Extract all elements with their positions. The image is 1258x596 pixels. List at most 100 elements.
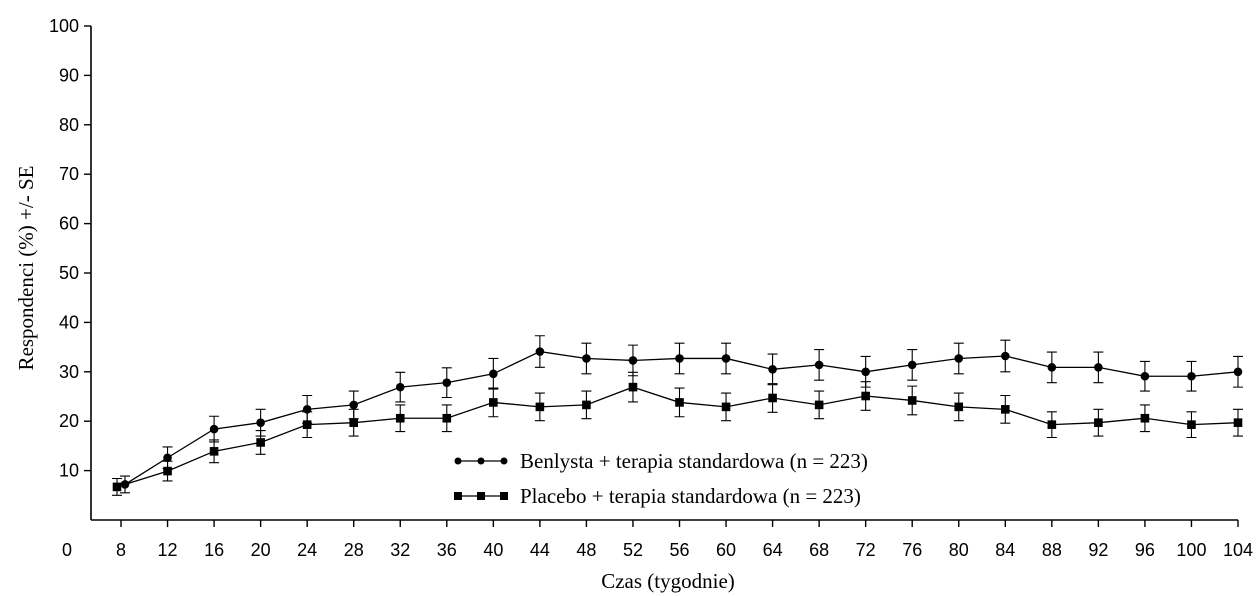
legend-marker [477,457,485,465]
x-tick-label: 80 [949,540,969,560]
data-point [302,420,312,429]
data-point [628,382,638,392]
data-point [1187,371,1196,381]
x-tick-label: 104 [1223,540,1253,560]
x-tick-label: 52 [623,540,643,560]
legend-entry: Benlysta + terapia standardowa (n = 223) [454,449,868,473]
data-point [814,360,824,370]
data-point [112,482,122,492]
y-tick-label: 100 [49,16,79,36]
data-point [163,466,172,476]
x-tick-label: 28 [344,540,364,560]
legend-marker [477,492,485,500]
legend: Benlysta + terapia standardowa (n = 223)… [454,449,868,508]
data-point [442,413,452,423]
data-point [256,438,265,447]
data-point [256,418,265,427]
x-tick-label: 44 [530,540,550,560]
x-tick-label: 36 [437,540,457,560]
data-point [535,347,545,356]
data-point [954,402,964,412]
data-point [954,354,964,363]
y-tick-label: 20 [59,411,79,431]
x-tick-label: 100 [1176,540,1206,560]
legend-entry: Placebo + terapia standardowa (n = 223) [454,484,861,508]
data-point [1047,363,1057,372]
y-tick-label: 50 [59,263,79,283]
legend-marker [500,492,508,500]
y-tick-label: 40 [59,312,79,332]
x-tick-label: 68 [809,540,829,560]
data-point [768,365,777,374]
data-point [861,367,870,377]
x-axis-ticks: 0 8 12 16 20 24 28 32 36 40 44 48 52 56 60 64 68 72 76 80 84… [62,520,1253,560]
y-tick-label: 10 [59,461,79,481]
x-tick-label: 64 [763,540,783,560]
data-point [721,402,731,412]
legend-marker [500,457,508,465]
data-point [814,400,824,410]
x-tick-label: 92 [1088,540,1108,560]
x-tick-label: 0 [62,540,72,560]
x-tick-label: 84 [995,540,1015,560]
data-point [209,424,219,434]
y-tick-label: 70 [59,164,79,184]
x-tick-label: 12 [158,540,178,560]
x-tick-label: 20 [251,540,271,560]
legend-label: Placebo + terapia standardowa (n = 223) [520,484,861,508]
y-axis-title: Respondenci (%) +/- SE [14,166,38,371]
data-point [535,402,545,412]
x-tick-label: 40 [483,540,503,560]
data-point [1047,420,1057,429]
y-tick-label: 60 [59,214,79,234]
data-point [442,378,452,387]
x-axis-title: Czas (tygodnie) [601,569,735,593]
data-point [1140,371,1150,381]
x-tick-label: 88 [1042,540,1062,560]
data-point [395,413,405,423]
data-point [675,398,684,407]
y-tick-label: 90 [59,65,79,85]
data-point [1187,420,1196,429]
data-point [907,360,917,370]
plot-area [112,335,1243,496]
x-tick-label: 56 [669,540,689,560]
data-point [907,396,917,405]
x-tick-label: 24 [297,540,317,560]
data-point [349,400,359,410]
data-point [721,354,731,363]
data-point [861,391,870,401]
x-tick-label: 8 [116,540,126,560]
legend-label: Benlysta + terapia standardowa (n = 223) [520,449,868,473]
data-point [163,453,172,463]
x-tick-label: 32 [390,540,410,560]
x-tick-label: 16 [204,540,224,560]
data-point [675,354,684,363]
data-point [1233,367,1243,377]
x-tick-label: 96 [1135,540,1155,560]
y-axis-ticks: 10 20 30 40 50 60 70 80 90 100 [49,16,91,481]
x-tick-label: 76 [902,540,922,560]
y-tick-label: 80 [59,115,79,135]
series-2 [112,371,1243,496]
x-tick-label: 72 [856,540,876,560]
data-point [489,398,498,407]
legend-marker [454,457,462,465]
data-point [1000,405,1010,414]
data-point [582,400,591,410]
series-1 [120,335,1243,494]
data-point [582,354,591,363]
data-point [1000,351,1010,361]
data-point [349,418,359,427]
x-tick-label: 48 [576,540,596,560]
data-point [1094,363,1103,372]
data-point [209,447,219,456]
x-tick-label: 60 [716,540,736,560]
data-point [1140,413,1150,423]
data-point [1233,418,1243,427]
data-point [1094,418,1103,427]
legend-marker [454,492,462,500]
data-point [768,393,777,403]
data-point [628,356,638,365]
